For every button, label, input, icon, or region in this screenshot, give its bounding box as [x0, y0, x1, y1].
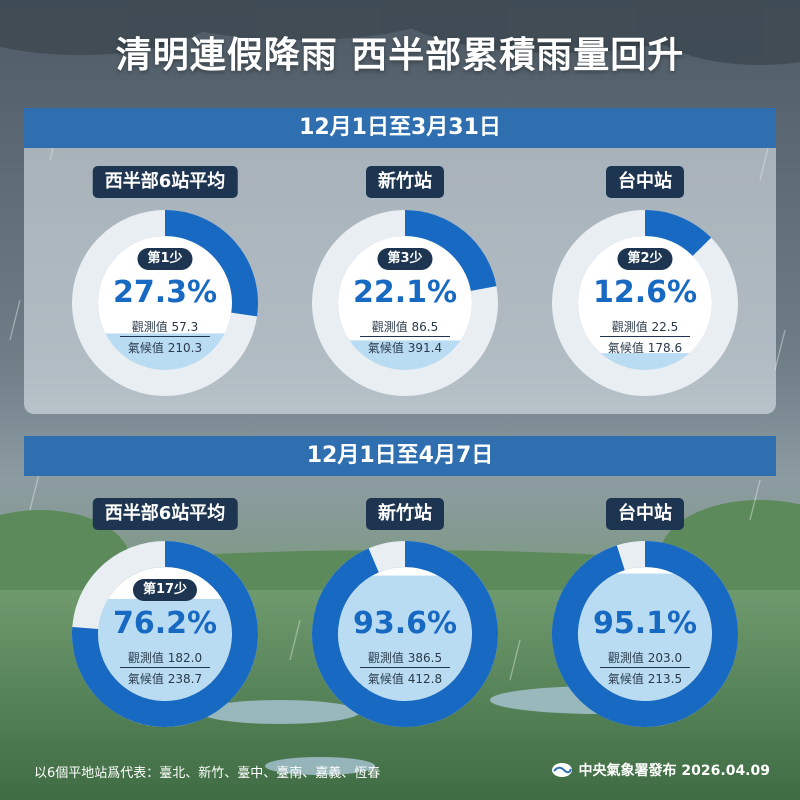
water-level-fill [578, 573, 712, 701]
cwa-logo-icon [551, 763, 572, 777]
observed-value-label: 觀測值 386.5 [367, 651, 443, 665]
observed-value-label: 觀測值 182.0 [127, 651, 203, 665]
station-label: 西半部6站平均 [92, 166, 238, 198]
climate-value-label: 氣候值 178.6 [607, 341, 683, 355]
observed-value-label: 觀測值 203.0 [607, 651, 683, 665]
rank-badge: 第17少 [132, 579, 198, 601]
observed-value-label: 觀測值 57.3 [131, 320, 199, 334]
donut-percent-arc [312, 541, 498, 727]
panel-period-2: 12月1日至4月7日 [24, 436, 776, 748]
donut-percent-arc [72, 541, 258, 727]
observed-value-label: 觀測值 22.5 [611, 320, 679, 334]
rank-badge: 第1少 [137, 248, 193, 270]
climate-value-label: 氣候值 238.7 [127, 672, 203, 686]
divider-line [120, 667, 210, 668]
percent-label: 22.1% [352, 275, 458, 310]
station-label: 新竹站 [366, 166, 444, 198]
percent-label: 93.6% [352, 606, 458, 641]
period-2-header: 12月1日至4月7日 [24, 436, 776, 476]
water-level-fill [338, 575, 472, 701]
donut-percent-arc [404, 210, 497, 292]
period-1-header: 12月1日至3月31日 [24, 108, 776, 148]
station-label: 西半部6站平均 [92, 498, 238, 530]
climate-value-label: 氣候值 210.3 [127, 341, 203, 355]
station-label: 台中站 [606, 166, 684, 198]
rank-badge: 第2少 [617, 248, 673, 270]
rank-badge: 第3少 [377, 248, 433, 270]
divider-line [360, 336, 450, 337]
climate-value-label: 氣候值 412.8 [367, 672, 443, 686]
donut-percent-arc [644, 210, 712, 257]
station-label: 台中站 [606, 498, 684, 530]
percent-label: 95.1% [592, 606, 698, 641]
donut-chart [72, 210, 258, 396]
divider-line [600, 667, 690, 668]
footer-note: 以6個平地站爲代表：臺北、新竹、臺中、臺南、嘉義、恆春 [34, 766, 381, 781]
climate-value-label: 氣候值 391.4 [367, 341, 443, 355]
divider-line [360, 667, 450, 668]
percent-label: 12.6% [592, 275, 698, 310]
divider-line [600, 336, 690, 337]
climate-value-label: 氣候值 213.5 [607, 672, 683, 686]
page-title: 清明連假降雨 西半部累積雨量回升 [115, 35, 685, 76]
donut-percent-arc [164, 210, 258, 317]
footer-publisher: 中央氣象署發布 2026.04.09 [551, 760, 770, 780]
donut-percent-arc [552, 541, 738, 727]
observed-value-label: 觀測值 86.5 [371, 320, 439, 334]
percent-label: 27.3% [112, 275, 218, 310]
publisher-text: 中央氣象署發布 2026.04.09 [578, 763, 770, 779]
station-label: 新竹站 [366, 498, 444, 530]
divider-line [120, 336, 210, 337]
percent-label: 76.2% [112, 606, 218, 641]
